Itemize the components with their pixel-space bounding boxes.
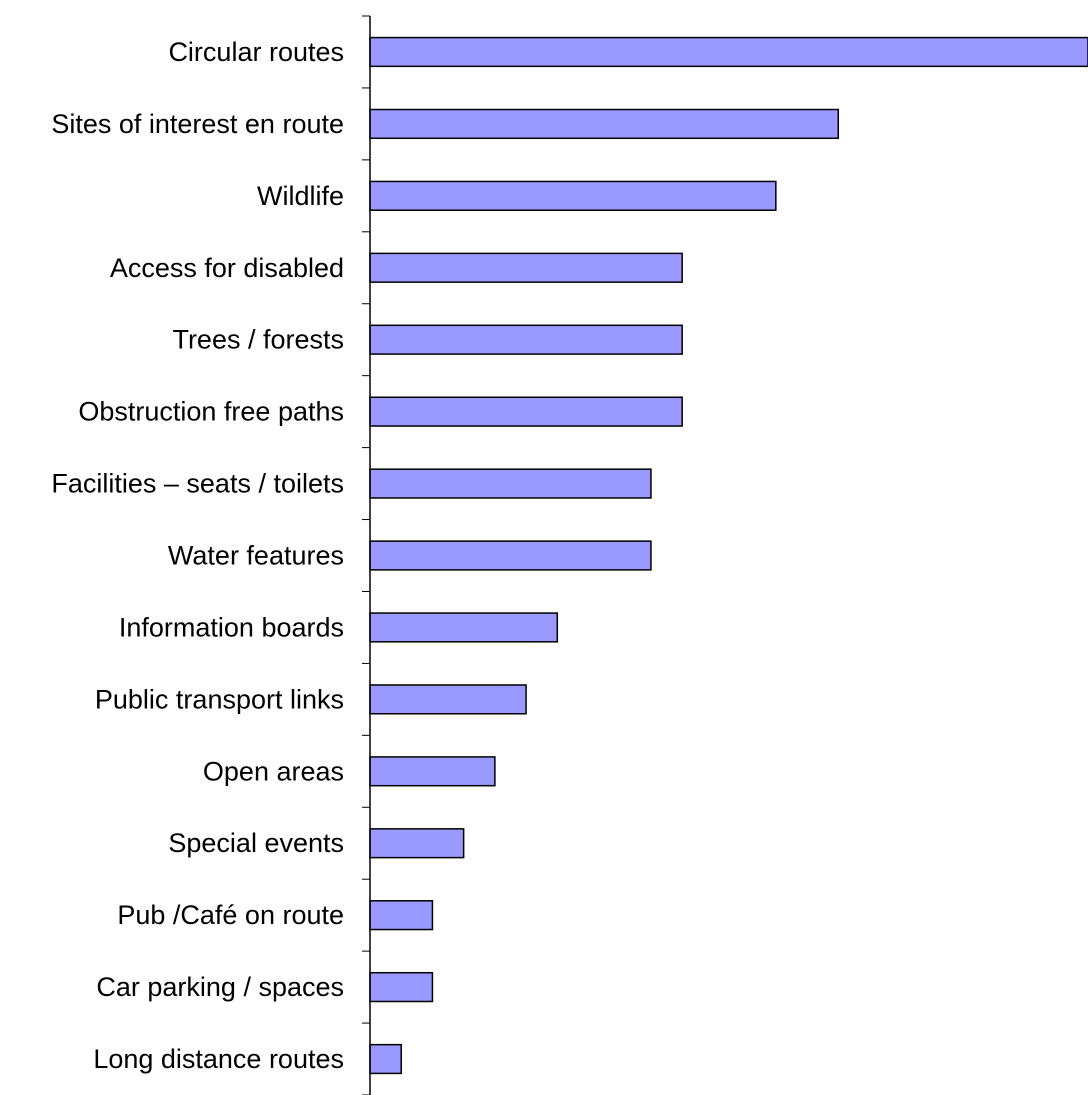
bar — [369, 396, 683, 427]
category-label: Sites of interest en route — [51, 109, 344, 139]
category-label: Special events — [168, 828, 344, 858]
category-label: Facilities – seats / toilets — [51, 469, 344, 499]
axis-ticks — [362, 15, 370, 1095]
category-label: Trees / forests — [172, 325, 344, 355]
bar — [369, 108, 840, 140]
category-label: Circular routes — [168, 37, 344, 67]
bar — [369, 252, 683, 283]
bars — [369, 36, 1088, 1075]
bar — [369, 36, 1088, 68]
bar — [369, 540, 652, 571]
category-label: Long distance routes — [93, 1044, 344, 1074]
category-label: Wildlife — [257, 181, 344, 211]
category-label: Obstruction free paths — [78, 397, 344, 427]
bar — [369, 468, 652, 499]
bar — [369, 684, 527, 715]
bar — [369, 1043, 402, 1075]
bar — [369, 756, 496, 787]
bar — [369, 324, 683, 355]
bar — [369, 971, 434, 1003]
bar — [369, 900, 434, 931]
category-label: Car parking / spaces — [96, 972, 344, 1002]
bar — [369, 180, 777, 211]
category-label: Information boards — [119, 612, 344, 642]
bar — [369, 828, 465, 859]
category-label: Open areas — [203, 756, 344, 786]
bar — [369, 612, 559, 643]
category-label: Pub /Café on route — [117, 900, 344, 930]
category-label: Water features — [168, 541, 344, 571]
category-label: Access for disabled — [110, 253, 344, 283]
category-label: Public transport links — [95, 684, 344, 714]
category-labels: Circular routes Sites of interest en rout… — [51, 37, 344, 1074]
